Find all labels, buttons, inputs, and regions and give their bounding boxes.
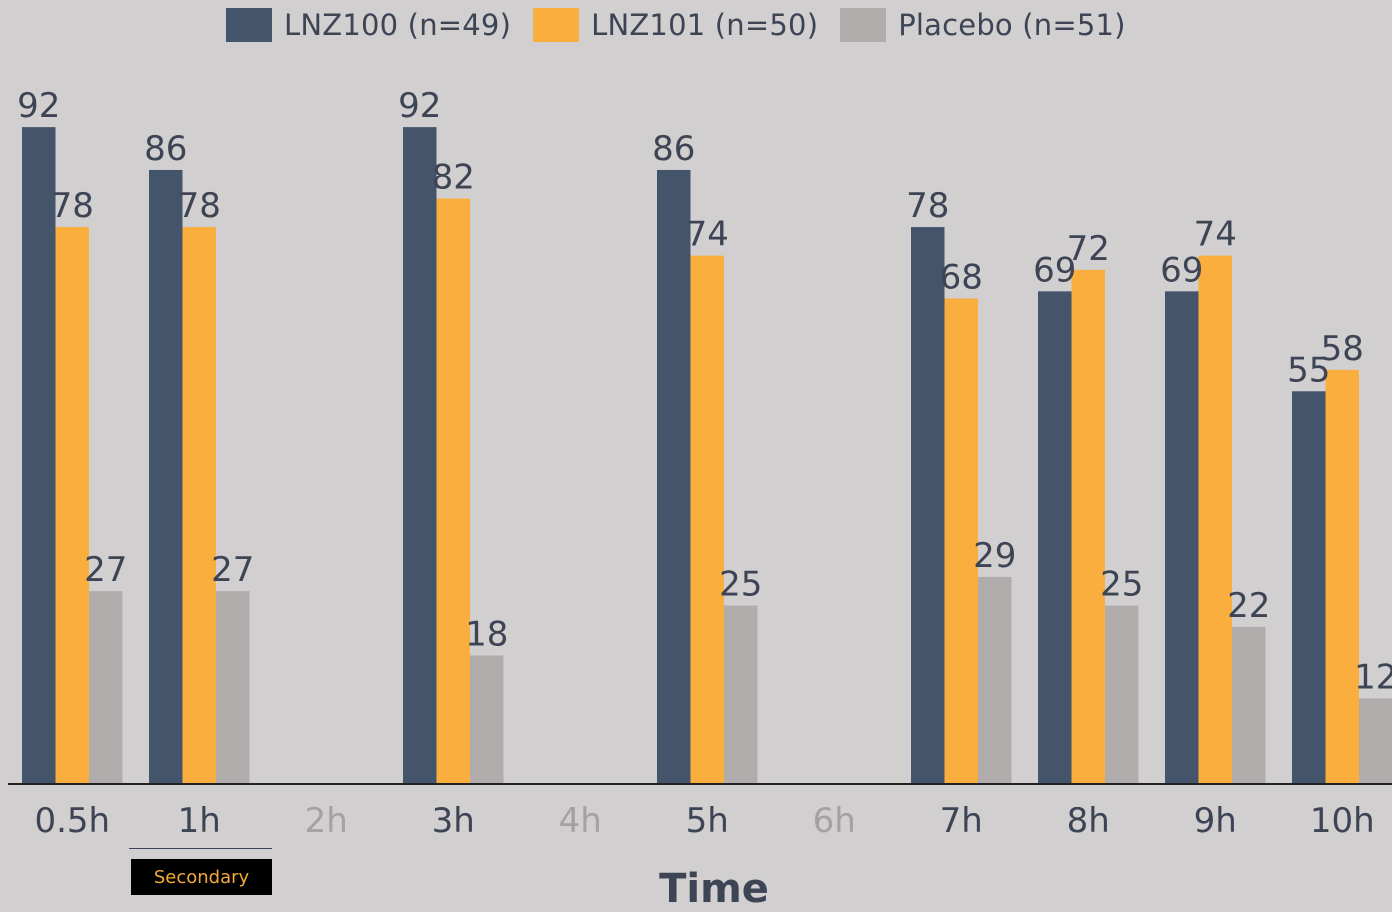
x-tick-label-9h: 9h [1194,801,1237,841]
value-label-lnz100-8h: 69 [1033,250,1076,290]
legend-item-placebo: Placebo (n=51) [840,8,1126,42]
bar-lnz101-5h [690,255,724,784]
value-label-placebo-8h: 25 [1100,565,1143,605]
legend-swatch-placebo [840,8,887,42]
bar-placebo-10h [1359,698,1392,784]
value-label-placebo-9h: 22 [1227,586,1270,626]
x-tick-label-2h: 2h [305,801,348,841]
bar-placebo-8h [1105,605,1139,784]
legend-label-placebo: Placebo (n=51) [898,8,1126,42]
value-label-lnz100-9h: 69 [1160,250,1203,290]
value-label-lnz101-10h: 58 [1321,329,1364,369]
bar-lnz101-3h [436,198,470,784]
value-labels-group: 9278278678279282188674257868296972256974… [17,86,1392,697]
bar-placebo-1h [216,591,250,784]
bar-placebo-7h [978,576,1012,784]
value-label-placebo-0-5h: 27 [84,550,127,590]
value-label-lnz101-8h: 72 [1067,229,1110,269]
bar-lnz100-9h [1165,291,1199,784]
value-label-lnz100-1h: 86 [144,129,187,169]
bar-lnz100-10h [1292,391,1326,784]
legend-swatch-lnz100 [226,8,272,42]
bar-lnz100-3h [403,127,437,785]
value-label-lnz100-10h: 55 [1287,350,1330,390]
x-axis-title: Time [659,866,769,912]
x-tick-label-3h: 3h [432,801,475,841]
bar-placebo-3h [470,655,504,784]
bar-lnz100-7h [911,227,945,784]
legend-item-lnz101: LNZ101 (n=50) [533,8,818,42]
value-label-lnz101-1h: 78 [178,186,221,226]
value-label-placebo-3h: 18 [465,614,508,654]
value-label-placebo-7h: 29 [973,536,1016,576]
value-label-lnz100-7h: 78 [906,186,949,226]
legend: LNZ100 (n=49) LNZ101 (n=50) Placebo (n=5… [226,8,1126,42]
x-tick-label-0-5h: 0.5h [34,801,110,841]
secondary-badge: Secondary [131,859,272,895]
legend-label-lnz101: LNZ101 (n=50) [591,8,819,42]
bar-placebo-5h [724,605,758,784]
value-label-placebo-10h: 12 [1354,657,1392,697]
bar-placebo-0-5h [89,591,123,784]
bar-lnz101-1h [182,227,216,784]
bar-lnz101-10h [1325,369,1359,784]
x-tick-label-5h: 5h [686,801,729,841]
x-tick-label-7h: 7h [940,801,983,841]
bar-lnz100-8h [1038,291,1072,784]
x-tick-label-6h: 6h [813,801,856,841]
bar-lnz100-5h [657,169,691,784]
x-tick-labels-group: 0.5h 1h 2h 3h 4h 5h 6h 7h 8h 9h 10h [34,801,1374,841]
bars-group [22,127,1392,785]
bar-lnz101-9h [1198,255,1232,784]
value-label-lnz101-0-5h: 78 [51,186,94,226]
value-label-lnz101-7h: 68 [940,257,983,297]
value-label-lnz101-9h: 74 [1194,215,1237,255]
value-label-lnz100-3h: 92 [398,86,441,126]
bar-lnz101-7h [944,298,978,784]
value-label-placebo-1h: 27 [211,550,254,590]
annotation-underline [129,848,272,849]
bar-lnz101-8h [1071,269,1105,784]
bar-placebo-9h [1232,626,1266,784]
bar-lnz100-0-5h [22,127,56,785]
x-tick-label-8h: 8h [1067,801,1110,841]
x-tick-label-10h: 10h [1310,801,1375,841]
x-tick-label-4h: 4h [559,801,602,841]
value-label-lnz100-0-5h: 92 [17,86,60,126]
legend-label-lnz100: LNZ100 (n=49) [284,8,512,42]
value-label-placebo-5h: 25 [719,565,762,605]
value-label-lnz100-5h: 86 [652,129,695,169]
bar-lnz100-1h [149,169,183,784]
bar-lnz101-0-5h [55,227,89,784]
x-tick-label-1h: 1h [178,801,221,841]
value-label-lnz101-5h: 74 [686,215,729,255]
legend-swatch-lnz101 [533,8,580,42]
legend-item-lnz100: LNZ100 (n=49) [226,8,511,42]
value-label-lnz101-3h: 82 [432,158,475,198]
